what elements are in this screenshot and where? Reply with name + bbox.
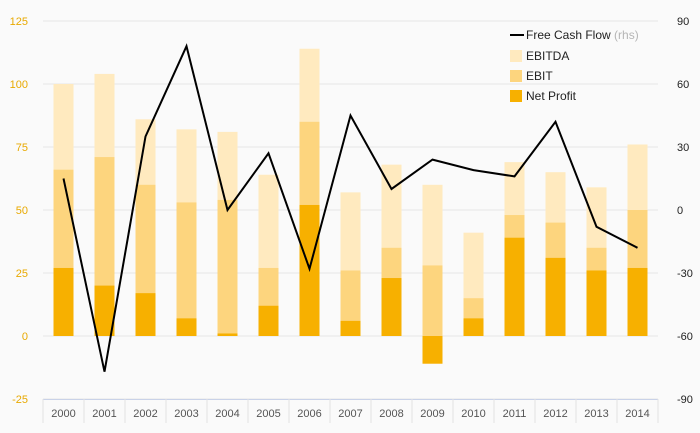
net-profit-bar <box>545 257 566 336</box>
x-tick-label: 2014 <box>625 408 649 420</box>
left-tick-label: 75 <box>16 142 28 154</box>
x-tick-label: 2000 <box>51 408 75 420</box>
ebit-bar <box>340 270 361 336</box>
net-profit-bar <box>504 237 525 336</box>
net-profit-bar <box>463 318 484 336</box>
right-tick-label: 90 <box>677 16 689 28</box>
x-tick-label: 2005 <box>256 408 280 420</box>
legend-label-rhs: (rhs) <box>614 28 639 42</box>
x-tick-label: 2012 <box>543 408 567 420</box>
left-tick-label: 50 <box>16 205 28 217</box>
ebit-bar <box>217 199 238 336</box>
free-cash-flow-line <box>62 43 638 372</box>
right-tick-label: 60 <box>677 79 689 91</box>
ebit-bar <box>176 202 197 336</box>
right-tick-label: -60 <box>677 331 693 343</box>
ebit-bar <box>422 265 443 336</box>
left-tick-label: -25 <box>12 394 28 406</box>
left-tick-label: 0 <box>22 331 28 343</box>
x-tick-label: 2003 <box>174 408 198 420</box>
x-tick-label: 2010 <box>461 408 485 420</box>
free-cash-flow-line-group <box>62 43 638 372</box>
net-profit-bar <box>176 318 197 336</box>
net-profit-bar <box>258 305 279 336</box>
x-tick-label: 2002 <box>133 408 157 420</box>
legend: Free Cash Flow (rhs) EBITDA EBIT Net Profit <box>510 28 639 103</box>
right-tick-label: 30 <box>677 142 689 154</box>
x-tick-label: 2001 <box>92 408 116 420</box>
net-profit-bar <box>381 278 402 336</box>
x-tick-label: 2013 <box>584 408 608 420</box>
right-tick-label: -90 <box>677 394 693 406</box>
x-tick-label: 2006 <box>297 408 321 420</box>
net-profit-bar <box>586 270 607 336</box>
right-tick-label: -30 <box>677 268 693 280</box>
x-tick-label: 2008 <box>379 408 403 420</box>
net-profit-bar <box>135 293 156 336</box>
left-tick-label: 25 <box>16 268 28 280</box>
legend-label-free-cash-flow: Free Cash Flow (rhs) <box>526 28 639 42</box>
left-tick-label: 100 <box>10 79 28 91</box>
x-tick-label: 2007 <box>338 408 362 420</box>
x-tick-label: 2011 <box>503 408 527 420</box>
legend-swatch-ebitda <box>510 50 522 62</box>
legend-label-net-profit: Net Profit <box>526 89 577 103</box>
x-tick-label: 2009 <box>420 408 444 420</box>
net-profit-bar <box>340 320 361 336</box>
x-tick-label: 2004 <box>215 408 239 420</box>
right-tick-label: 0 <box>677 205 683 217</box>
bars <box>53 48 648 364</box>
net-profit-bar <box>422 336 443 364</box>
net-profit-bar <box>217 333 238 336</box>
legend-swatch-net-profit <box>510 90 522 102</box>
axes: -25 0 25 50 75 100 125 -90 -60 -30 0 30 60 90 2000 2001… <box>10 16 693 423</box>
legend-label-ebit: EBIT <box>526 69 553 83</box>
net-profit-bar <box>94 285 115 336</box>
net-profit-bar <box>53 267 74 336</box>
legend-label-ebitda: EBITDA <box>526 49 569 63</box>
legend-swatch-ebit <box>510 70 522 82</box>
net-profit-bar <box>627 267 648 336</box>
left-tick-label: 125 <box>10 16 28 28</box>
